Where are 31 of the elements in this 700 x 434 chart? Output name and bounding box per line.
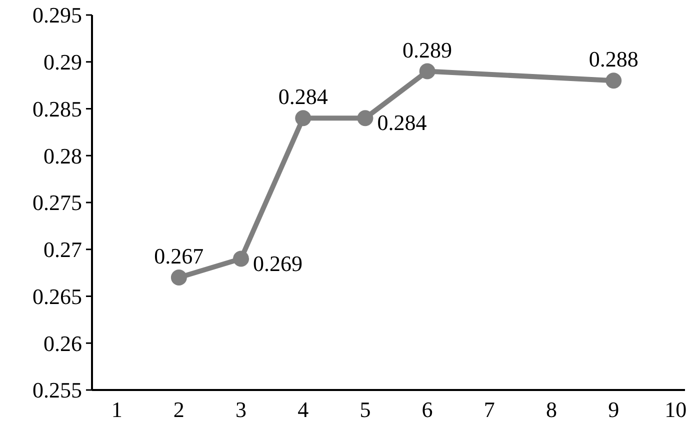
x-tick-label: 1 xyxy=(111,397,122,422)
point xyxy=(295,110,312,126)
x-tick-label: 9 xyxy=(608,397,620,422)
data-label: 0.288 xyxy=(588,46,638,72)
x-tick-label: 7 xyxy=(484,397,495,422)
data-label: 0.284 xyxy=(377,110,427,136)
x-tick-label: 6 xyxy=(422,397,433,422)
data-label: 0.284 xyxy=(278,84,328,110)
point xyxy=(233,250,250,267)
y-tick-label: 0.26 xyxy=(44,330,82,356)
point xyxy=(606,72,622,89)
x-tick-label: 5 xyxy=(360,397,371,422)
point xyxy=(170,270,187,286)
x-tick-label: 4 xyxy=(298,397,309,422)
x-tick-label: 10 xyxy=(664,397,687,422)
y-tick-label: 0.295 xyxy=(32,2,82,28)
data-label: 0.289 xyxy=(402,37,452,62)
y-tick-label: 0.275 xyxy=(32,190,82,216)
x-tick-label: 3 xyxy=(236,397,247,422)
data-label: 0.267 xyxy=(154,244,204,268)
y-tick-label: 0.255 xyxy=(32,378,82,403)
point xyxy=(419,63,436,80)
y-tick-label: 0.285 xyxy=(32,96,82,122)
y-tick-label: 0.28 xyxy=(44,143,82,168)
x-tick-label: 8 xyxy=(546,397,557,422)
x-tick-label: 2 xyxy=(173,397,184,422)
point xyxy=(357,110,374,126)
y-tick-label: 0.27 xyxy=(44,237,82,262)
data-label: 0.269 xyxy=(253,250,303,276)
y-tick-label: 0.265 xyxy=(32,284,82,309)
y-tick-label: 0.29 xyxy=(44,50,82,75)
